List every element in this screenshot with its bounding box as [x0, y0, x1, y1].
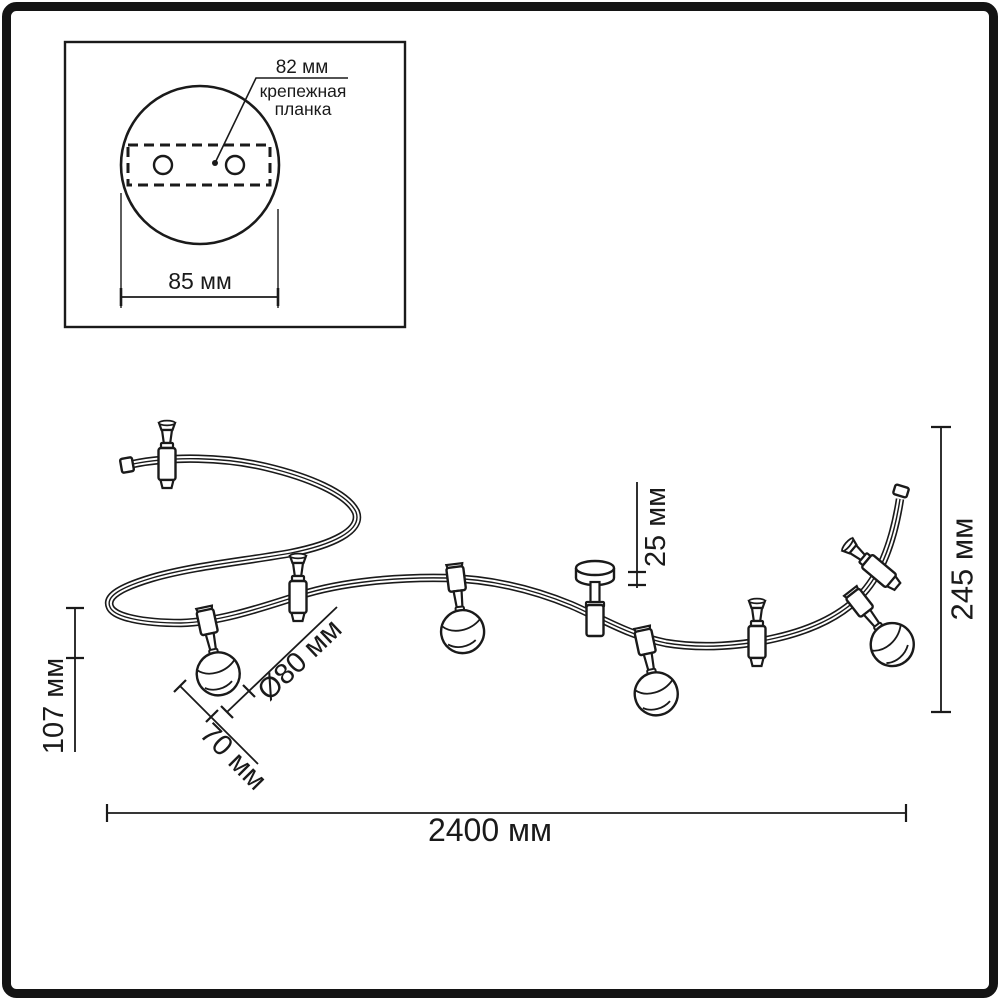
mount-bar-label-line1: крепежная [260, 81, 347, 101]
inset-box [63, 40, 407, 329]
dim-canopy-height: 25 мм [628, 482, 672, 588]
leader-line [214, 77, 348, 164]
mount-bar-label-line2: планка [275, 99, 332, 119]
mounting-bar-dashed-outline [126, 143, 272, 187]
standoff-mount-1 [157, 419, 177, 490]
track-length-label: 2400 мм [428, 812, 552, 848]
dim-overall-height: 245 мм [931, 425, 980, 714]
canopy-height-label: 25 мм [640, 487, 672, 567]
standoff-mount-3 [747, 597, 767, 668]
track-end-cap-left [118, 456, 136, 474]
screw-hole-right [224, 154, 246, 176]
screw-hole-left [152, 154, 174, 176]
mounting-plate-inset: 82 мм крепежная планка 85 мм [63, 40, 407, 329]
drop-height-label: 107 мм [38, 658, 70, 754]
track-end-cap-right [892, 483, 910, 499]
canopy-circle [119, 84, 281, 246]
canopy-mount [574, 559, 616, 638]
overall-height-label: 245 мм [945, 518, 980, 621]
plate-width-label: 85 мм [168, 268, 232, 294]
standoff-mount-2 [288, 552, 308, 623]
hole-spacing-label: 82 мм [276, 57, 329, 78]
dim-plate-width: 85 мм [119, 193, 280, 308]
dim-drop-height: 107 мм [38, 606, 84, 754]
dim-track-length: 2400 мм [105, 804, 908, 848]
